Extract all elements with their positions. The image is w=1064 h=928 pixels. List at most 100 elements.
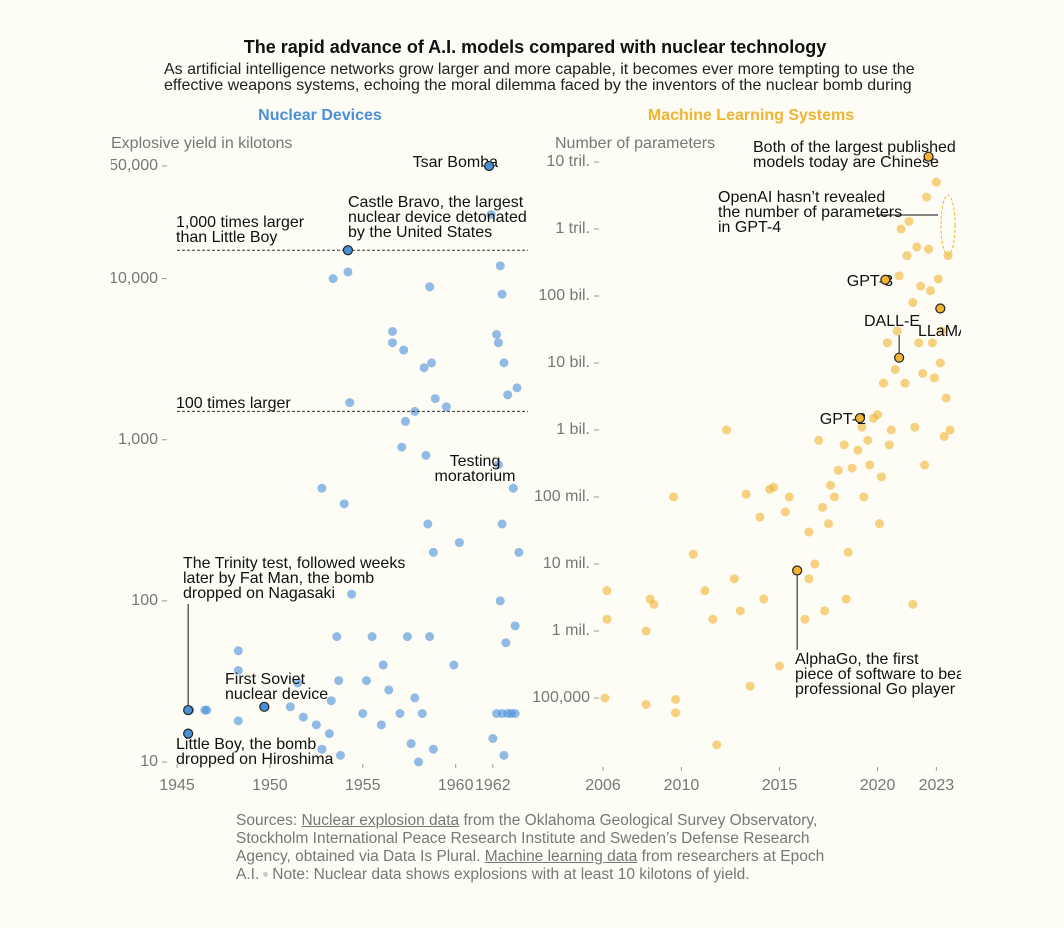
y-tick-label: 1 tril. xyxy=(555,220,590,237)
point xyxy=(931,177,941,187)
link[interactable]: Nuclear explosion data xyxy=(301,812,460,829)
point xyxy=(493,338,503,348)
point xyxy=(510,708,520,718)
point xyxy=(892,326,902,336)
point xyxy=(497,289,507,299)
point xyxy=(499,750,509,760)
annotation: OpenAI hasn’t revealed xyxy=(718,189,885,206)
point xyxy=(358,708,368,718)
sources-text: from researchers at Epoch A.I. xyxy=(236,848,825,883)
point xyxy=(841,594,851,604)
point xyxy=(410,693,420,703)
point xyxy=(406,739,416,749)
point xyxy=(922,192,932,202)
y-tick-label: 10 bil. xyxy=(547,354,590,371)
y-tick-label: 50,000 xyxy=(109,157,158,174)
point xyxy=(493,460,503,470)
point xyxy=(908,599,918,609)
point xyxy=(488,733,498,743)
point xyxy=(865,460,875,470)
plot-area: As artificial intelligence networks grow… xyxy=(109,61,961,794)
point xyxy=(729,574,739,584)
sources-label: Sources: xyxy=(236,812,298,829)
point xyxy=(399,345,409,355)
annotation: GPT-2 xyxy=(820,411,866,428)
point xyxy=(401,416,411,426)
point xyxy=(878,378,888,388)
point xyxy=(414,757,424,767)
point xyxy=(384,685,394,695)
point xyxy=(512,383,522,393)
point xyxy=(916,281,926,291)
point xyxy=(875,519,885,529)
point xyxy=(914,338,924,348)
axis-label: Explosive yield in kilotons xyxy=(111,135,292,152)
axis-label: Number of parameters xyxy=(555,135,715,152)
annotation: later by Fat Man, the bomb xyxy=(183,570,374,587)
annotation: dropped on Nagasaki xyxy=(183,585,335,602)
y-tick-label: 100,000 xyxy=(532,689,590,706)
link[interactable]: Machine learning data xyxy=(484,848,638,865)
x-tick-label: 1960 xyxy=(438,777,474,794)
point xyxy=(317,483,327,493)
point xyxy=(700,586,710,596)
point xyxy=(688,549,698,559)
point xyxy=(894,271,904,281)
point xyxy=(495,261,505,271)
point xyxy=(926,286,936,296)
point xyxy=(317,744,327,754)
point xyxy=(602,614,612,624)
y-tick-label: 10 tril. xyxy=(546,153,590,170)
highlight-point xyxy=(854,413,866,424)
point xyxy=(943,251,953,261)
point xyxy=(427,358,437,368)
point xyxy=(937,326,947,336)
highlight xyxy=(940,194,956,256)
point xyxy=(918,368,928,378)
point xyxy=(428,744,438,754)
point xyxy=(924,244,934,254)
point xyxy=(671,708,681,718)
point xyxy=(503,390,513,400)
point xyxy=(419,363,429,373)
point xyxy=(920,460,930,470)
point xyxy=(800,614,810,624)
point xyxy=(735,606,745,616)
point xyxy=(376,720,386,730)
point xyxy=(449,660,459,670)
point xyxy=(362,676,372,686)
subtitle: effective weapons systems, echoing the m… xyxy=(164,77,912,94)
point xyxy=(745,681,755,691)
annotation: DALL-E xyxy=(864,313,920,330)
point xyxy=(910,422,920,432)
point xyxy=(454,538,464,548)
point xyxy=(843,547,853,557)
point xyxy=(839,440,849,450)
y-tick-label: 100 bil. xyxy=(538,287,590,304)
reference-label: 1,000 times larger xyxy=(176,214,305,231)
point xyxy=(784,492,794,502)
highlight-point xyxy=(183,728,194,739)
point xyxy=(486,210,496,220)
point xyxy=(804,574,814,584)
point xyxy=(497,519,507,529)
point xyxy=(423,519,433,529)
point xyxy=(939,431,949,441)
point xyxy=(421,450,431,460)
point xyxy=(908,297,918,307)
annotation: dropped on Hiroshima xyxy=(176,751,334,768)
point xyxy=(425,282,435,292)
chart-subtitle: Nuclear Devices xyxy=(258,107,382,124)
point xyxy=(326,696,336,706)
point xyxy=(741,489,751,499)
point xyxy=(285,702,295,712)
point xyxy=(514,547,524,557)
point xyxy=(759,594,769,604)
point xyxy=(825,480,835,490)
highlight-point xyxy=(894,352,905,363)
x-tick-label: 1950 xyxy=(252,777,288,794)
annotation: First Soviet xyxy=(225,671,306,688)
point xyxy=(818,502,828,512)
